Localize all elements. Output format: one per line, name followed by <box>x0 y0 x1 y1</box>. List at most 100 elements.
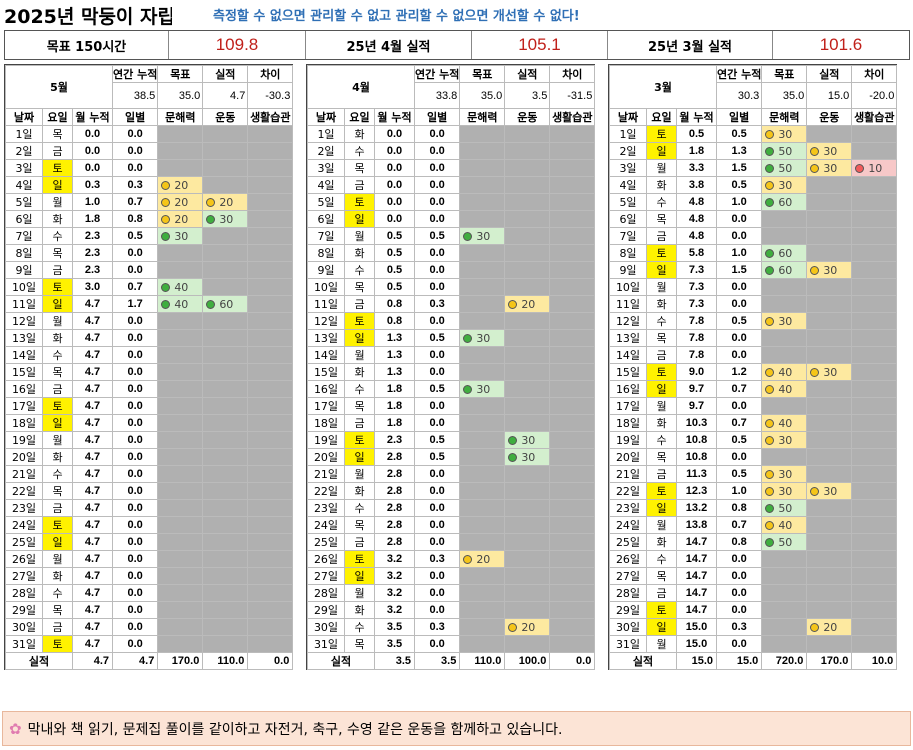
date-cell: 2일 <box>609 142 647 160</box>
habits-col-header: 생활습관 <box>851 108 898 126</box>
daily-cell: 0.5 <box>111 227 159 245</box>
month-cum-cell: 0.5 <box>374 278 415 296</box>
april-value: 105.1 <box>472 31 608 59</box>
month-cum-cell: 4.8 <box>676 210 717 228</box>
table-row: 8일 화 0.5 0.0 <box>307 244 596 262</box>
daily-cell: 0.0 <box>111 414 159 432</box>
month-cum-cell: 0.5 <box>374 244 415 262</box>
weekday-cell: 화 <box>646 533 677 551</box>
totals-row: 실적 4.7 4.7 170.0 110.0 0.0 <box>5 652 294 670</box>
literacy-cell <box>459 431 506 449</box>
habits-cell <box>247 142 294 160</box>
weekday-cell: 금 <box>42 142 73 160</box>
month-cum-cell: 2.8 <box>374 516 415 534</box>
annual-cum-header: 연간 누적 <box>413 65 461 83</box>
literacy-cell <box>761 584 808 602</box>
habits-cell <box>851 329 898 347</box>
weekday-cell: 토 <box>646 244 677 262</box>
literacy-cell <box>459 635 506 653</box>
diff-header: 차이 <box>247 65 294 83</box>
minutes-value: 30 <box>476 331 491 345</box>
table-row: 13일 화 4.7 0.0 <box>5 329 294 347</box>
annual-cum-value: 38.5 <box>111 82 159 109</box>
habits-cell <box>549 465 596 483</box>
literacy-cell: 50 <box>761 533 808 551</box>
literacy-cell: 20 <box>157 176 204 194</box>
date-cell: 19일 <box>307 431 345 449</box>
date-cell: 4일 <box>307 176 345 194</box>
date-cell: 13일 <box>609 329 647 347</box>
daily-cell: 0.0 <box>413 567 461 585</box>
weekday-cell: 목 <box>42 482 73 500</box>
exercise-cell <box>806 244 853 262</box>
month-cum-cell: 4.7 <box>72 499 113 517</box>
status-dot-icon <box>765 435 775 445</box>
table-row: 10일 목 0.5 0.0 <box>307 278 596 296</box>
habits-cell <box>247 125 294 143</box>
target-value: 35.0 <box>459 82 506 109</box>
table-row: 29일 토 14.7 0.0 <box>609 601 898 619</box>
daily-cell: 0.8 <box>715 533 763 551</box>
month-cum-cell: 1.8 <box>374 414 415 432</box>
date-col-header: 날짜 <box>5 108 43 126</box>
totals-exercise: 110.0 <box>202 652 249 670</box>
weekday-cell: 금 <box>344 414 375 432</box>
month-cum-cell: 2.8 <box>374 499 415 517</box>
habits-cell <box>247 550 294 568</box>
habits-cell <box>247 465 294 483</box>
table-row: 9일 금 2.3 0.0 <box>5 261 294 279</box>
weekday-cell: 화 <box>42 567 73 585</box>
weekday-cell: 토 <box>42 635 73 653</box>
march-value: 101.6 <box>819 35 863 54</box>
date-cell: 13일 <box>5 329 43 347</box>
literacy-cell <box>459 482 506 500</box>
table-row: 29일 목 4.7 0.0 <box>5 601 294 619</box>
literacy-cell: 60 <box>761 244 808 262</box>
exercise-cell <box>202 380 249 398</box>
daily-cell: 0.0 <box>111 533 159 551</box>
habits-cell <box>851 584 898 602</box>
month-cum-cell: 0.0 <box>374 142 415 160</box>
month-block-2: 3월 연간 누적 목표 실적 차이 30.3 35.0 15.0 -20.0 날짜 요일 월 누적 일별… <box>608 64 898 670</box>
habits-cell <box>549 550 596 568</box>
exercise-cell <box>202 550 249 568</box>
month-cum-cell: 4.8 <box>676 193 717 211</box>
habits-cell <box>549 584 596 602</box>
diff-value: -30.3 <box>247 82 294 109</box>
date-cell: 27일 <box>307 567 345 585</box>
habits-cell <box>851 261 898 279</box>
habits-cell <box>247 244 294 262</box>
literacy-cell <box>459 125 506 143</box>
habits-cell <box>247 533 294 551</box>
month-cum-cell: 7.3 <box>676 295 717 313</box>
month-cum-cell: 10.3 <box>676 414 717 432</box>
habits-cell <box>247 312 294 330</box>
weekday-cell: 토 <box>42 278 73 296</box>
weekday-cell: 월 <box>646 516 677 534</box>
weekday-cell: 수 <box>344 380 375 398</box>
minutes-value: 60 <box>778 263 793 277</box>
daily-cell: 0.0 <box>111 380 159 398</box>
daily-cell: 0.0 <box>111 431 159 449</box>
exercise-cell <box>202 584 249 602</box>
daily-cell: 0.0 <box>413 482 461 500</box>
literacy-col-header: 문해력 <box>761 108 808 126</box>
totals-literacy: 110.0 <box>459 652 506 670</box>
table-row: 22일 목 4.7 0.0 <box>5 482 294 500</box>
habits-cell <box>247 567 294 585</box>
totals-row: 실적 15.0 15.0 720.0 170.0 10.0 <box>609 652 898 670</box>
exercise-cell <box>504 499 551 517</box>
literacy-cell: 30 <box>761 125 808 143</box>
daily-cell: 0.0 <box>413 363 461 381</box>
weekday-col-header: 요일 <box>646 108 677 126</box>
habits-cell <box>851 397 898 415</box>
footer-note: ✿ 막내와 책 읽기, 문제집 풀이를 같이하고 자전거, 축구, 수영 같은 … <box>2 711 911 746</box>
exercise-cell <box>504 397 551 415</box>
month-cum-cell: 4.7 <box>72 295 113 313</box>
daily-cell: 0.8 <box>715 499 763 517</box>
diff-header: 차이 <box>549 65 596 83</box>
status-dot-icon <box>765 265 775 275</box>
daily-cell: 0.0 <box>715 397 763 415</box>
totals-habits: 10.0 <box>851 652 898 670</box>
month-cum-cell: 4.7 <box>72 380 113 398</box>
